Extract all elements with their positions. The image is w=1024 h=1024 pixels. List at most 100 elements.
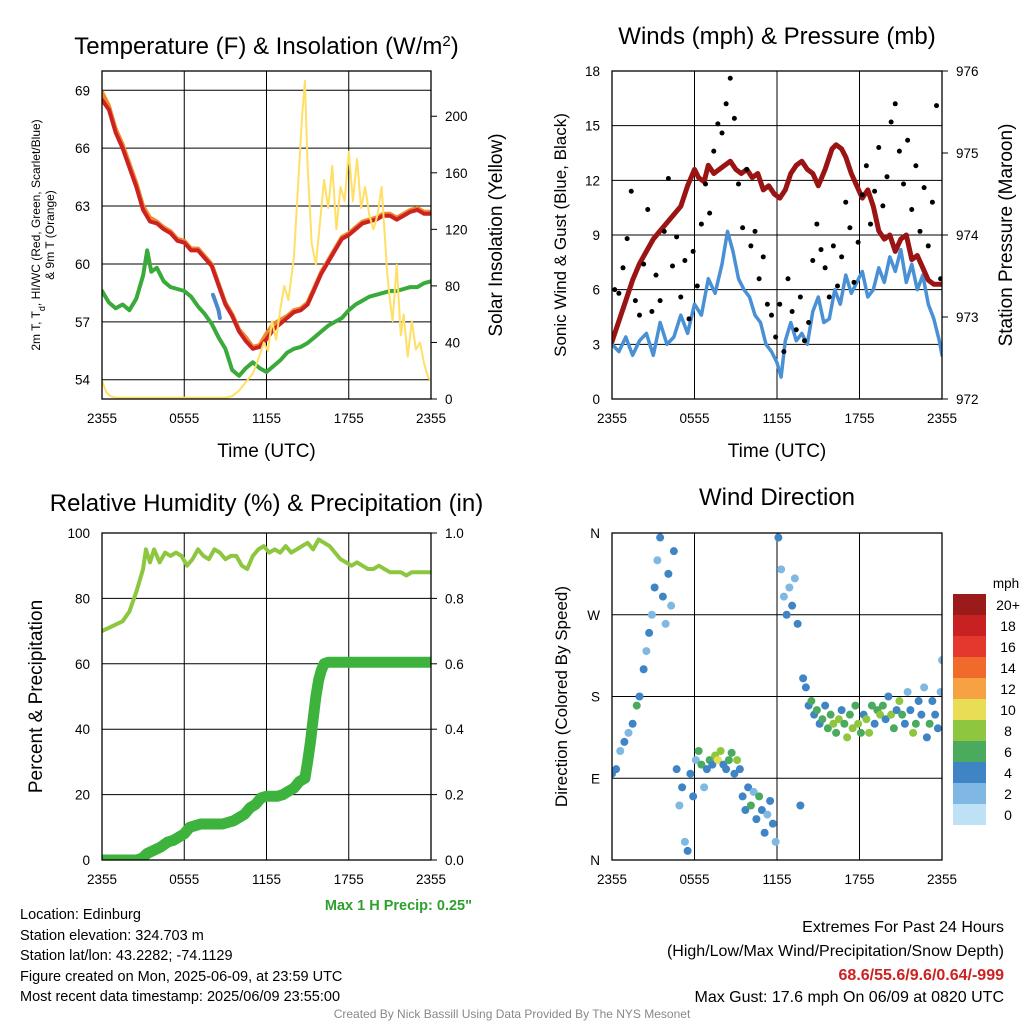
- x-tick-label: 2355: [87, 411, 117, 426]
- gust-point: [884, 174, 890, 180]
- gust-point: [901, 181, 906, 187]
- gust-point: [715, 121, 721, 127]
- y-tick-label: 60: [75, 657, 90, 672]
- direction-point: [752, 815, 761, 824]
- series-line-2: [612, 142, 942, 345]
- direction-point: [708, 760, 717, 769]
- direction-point: [914, 697, 923, 706]
- y2-tick-label: 40: [445, 335, 460, 350]
- direction-point: [807, 697, 816, 706]
- direction-point: [686, 769, 695, 778]
- direction-point: [851, 701, 860, 710]
- y-tick-label: 100: [67, 526, 90, 541]
- plot-frame: [101, 70, 432, 400]
- direction-point: [735, 765, 744, 774]
- direction-point: [796, 801, 805, 810]
- x-axis-label: Time (UTC): [728, 441, 827, 462]
- y2-tick-label: 0.2: [445, 788, 464, 803]
- legend-swatch: [953, 720, 986, 741]
- plot-frame: [611, 532, 943, 861]
- direction-point: [628, 719, 637, 728]
- direction-point: [645, 628, 654, 637]
- y2-tick-label: 120: [445, 222, 468, 237]
- gust-point: [913, 163, 919, 169]
- x-tick-label: 2355: [597, 872, 627, 887]
- legend-label: 0: [1004, 807, 1012, 823]
- legend-label: 2: [1004, 786, 1012, 802]
- title-superscript: 2: [442, 33, 450, 50]
- direction-point: [801, 683, 810, 692]
- legend-swatch: [953, 783, 986, 804]
- y-label-sub: d: [37, 306, 47, 311]
- direction-point: [848, 724, 857, 733]
- direction-point: [881, 715, 890, 724]
- direction-point: [664, 569, 673, 578]
- y2-tick-label: 973: [956, 310, 979, 325]
- y2-tick-label: 976: [956, 64, 979, 79]
- plot-frame: [101, 532, 432, 861]
- gust-point: [682, 258, 688, 264]
- gust-point: [769, 312, 774, 318]
- direction-point: [931, 710, 940, 719]
- gust-point: [624, 236, 630, 242]
- direction-point: [889, 724, 898, 733]
- gust-point: [665, 176, 671, 182]
- x-tick-label: 1155: [762, 411, 791, 426]
- direction-point: [812, 706, 821, 715]
- y2-tick-label: 0: [445, 392, 453, 407]
- direction-point: [683, 846, 692, 855]
- gust-point: [653, 272, 659, 278]
- extremes-values: 68.6/55.6/9.6/0.64/-999: [838, 967, 1004, 984]
- chart-panel-2: [611, 70, 948, 400]
- direction-point: [647, 610, 656, 619]
- direction-point: [895, 697, 904, 706]
- chart-panel-1: [101, 70, 437, 400]
- direction-point: [724, 756, 733, 765]
- y-tick-label: S: [591, 690, 600, 705]
- gust-point: [892, 101, 898, 107]
- gust-point: [793, 327, 799, 333]
- legend-swatch: [953, 699, 986, 720]
- gust-point: [698, 221, 704, 227]
- direction-point: [691, 756, 700, 765]
- extremes-title: Extremes For Past 24 Hours: [802, 919, 1004, 936]
- direction-point: [757, 806, 766, 815]
- gust-point: [839, 254, 845, 260]
- y-tick-label: E: [591, 771, 600, 786]
- direction-point: [763, 810, 772, 819]
- y-tick-label: 60: [75, 257, 90, 272]
- gust-point: [789, 309, 795, 315]
- x-tick-label: 2355: [416, 411, 446, 426]
- direction-point: [900, 719, 909, 728]
- direction-point: [768, 819, 777, 828]
- gust-point: [707, 210, 713, 216]
- direction-point: [741, 806, 750, 815]
- y-tick-label: 54: [75, 373, 91, 388]
- legend-swatch: [953, 678, 986, 699]
- chart-title: Relative Humidity (%) & Precipitation (i…: [50, 490, 483, 517]
- gust-point: [814, 221, 820, 227]
- y2-tick-label: 200: [445, 109, 468, 124]
- y2-axis-label: Solar Insolation (Yellow): [486, 133, 507, 336]
- gust-point: [847, 225, 853, 231]
- gust-point: [690, 248, 696, 254]
- direction-point: [650, 583, 659, 592]
- direction-point: [865, 728, 874, 737]
- direction-point: [799, 674, 808, 683]
- y-axis-label: Sonic Wind & Gust (Blue, Black): [551, 113, 570, 357]
- direction-point: [675, 801, 684, 810]
- gust-point: [731, 115, 737, 121]
- y-tick-label: W: [587, 608, 600, 623]
- direction-point: [862, 715, 871, 724]
- direction-point: [713, 756, 722, 765]
- gust-point: [727, 75, 733, 81]
- gust-point: [670, 263, 675, 269]
- y-axis-label: Percent & Precipitation: [26, 600, 47, 793]
- gust-point: [934, 103, 939, 109]
- gust-point: [756, 276, 762, 282]
- direction-point: [744, 783, 753, 792]
- direction-point: [837, 706, 846, 715]
- direction-point: [730, 769, 739, 778]
- gust-point: [822, 265, 828, 271]
